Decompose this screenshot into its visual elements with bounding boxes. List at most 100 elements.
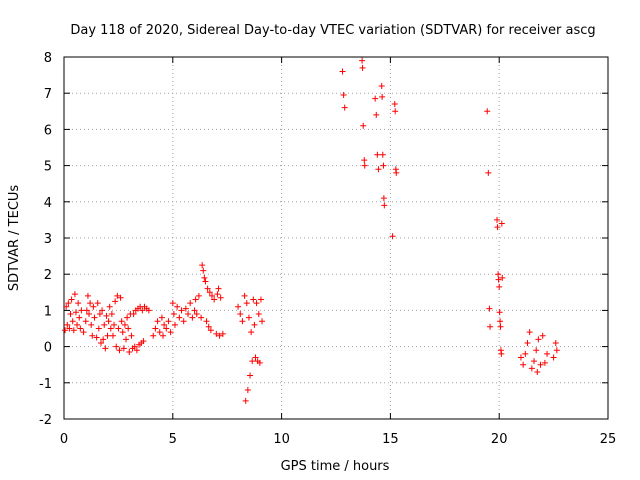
data-point — [380, 162, 387, 169]
data-point — [126, 349, 133, 356]
data-point — [237, 311, 244, 318]
data-point — [219, 330, 226, 337]
data-point — [494, 216, 501, 223]
data-point — [199, 262, 206, 269]
data-point — [160, 332, 167, 339]
data-point — [130, 311, 137, 318]
data-point — [121, 321, 128, 328]
data-point — [133, 347, 140, 354]
data-point — [239, 318, 246, 325]
data-point — [72, 309, 79, 316]
y-axis-label: SDTVAR / TECUs — [7, 185, 22, 292]
data-point — [191, 307, 198, 314]
data-point — [152, 325, 159, 332]
data-point — [124, 314, 131, 321]
data-point — [544, 350, 551, 357]
data-point — [253, 300, 260, 307]
data-point — [125, 325, 132, 332]
data-point — [161, 321, 168, 328]
x-axis-label: GPS time / hours — [281, 459, 390, 474]
data-point — [202, 278, 209, 285]
data-point — [106, 303, 113, 310]
data-point — [192, 296, 199, 303]
data-point — [66, 325, 73, 332]
data-point — [200, 267, 207, 274]
data-point — [242, 397, 249, 404]
data-point — [185, 311, 192, 318]
data-point — [131, 343, 138, 350]
data-point — [93, 334, 100, 341]
data-point — [88, 321, 95, 328]
data-point — [76, 314, 83, 321]
data-point — [139, 307, 146, 314]
axis-ticks: 0 5 10 15 20 25 -2 -1 0 1 2 3 4 5 6 7 8 — [39, 51, 616, 447]
data-point — [114, 292, 121, 299]
data-point — [115, 325, 122, 332]
data-point — [91, 314, 98, 321]
data-point — [104, 332, 111, 339]
data-point — [208, 292, 215, 299]
data-point — [182, 305, 189, 312]
data-point — [154, 318, 161, 325]
data-point — [522, 350, 529, 357]
data-point — [67, 311, 74, 318]
data-point — [170, 311, 177, 318]
data-point — [243, 300, 250, 307]
data-point — [378, 82, 385, 89]
data-point — [187, 300, 194, 307]
x-tick-label: 15 — [382, 432, 399, 447]
data-point — [69, 318, 76, 325]
y-tick-label: 2 — [44, 268, 52, 283]
data-point — [163, 325, 170, 332]
data-point — [340, 92, 347, 99]
data-point — [112, 298, 119, 305]
data-point — [244, 387, 251, 394]
data-point — [494, 224, 501, 231]
data-point — [118, 318, 125, 325]
data-point — [487, 323, 494, 330]
data-point — [96, 311, 103, 318]
data-point — [381, 202, 388, 209]
data-point — [178, 307, 185, 314]
data-point — [539, 332, 546, 339]
data-point — [241, 292, 248, 299]
data-point — [62, 327, 69, 334]
data-point — [517, 354, 524, 361]
data-point — [235, 303, 242, 310]
data-point — [496, 283, 503, 290]
data-point — [82, 318, 89, 325]
data-point — [117, 294, 124, 301]
grid-lines — [64, 57, 608, 419]
data-point — [99, 307, 106, 314]
data-point — [380, 195, 387, 202]
data-point — [533, 347, 540, 354]
data-point — [372, 95, 379, 102]
data-point — [205, 323, 212, 330]
data-point — [541, 359, 548, 366]
data-point — [198, 314, 205, 321]
y-tick-label: -2 — [39, 413, 52, 428]
data-point — [528, 365, 535, 372]
data-point — [359, 64, 366, 71]
data-point — [165, 318, 172, 325]
data-point — [211, 296, 218, 303]
data-point — [193, 311, 200, 318]
data-point — [361, 162, 368, 169]
data-point — [360, 122, 367, 129]
data-point — [203, 318, 210, 325]
data-point — [392, 108, 399, 115]
data-point — [215, 285, 222, 292]
data-point — [217, 294, 224, 301]
y-tick-label: 3 — [44, 232, 52, 247]
data-point — [78, 307, 85, 314]
data-point — [120, 345, 127, 352]
x-tick-label: 20 — [491, 432, 508, 447]
data-point — [537, 361, 544, 368]
data-point — [75, 300, 82, 307]
data-point — [495, 271, 502, 278]
data-point — [103, 312, 110, 319]
data-point — [247, 372, 254, 379]
data-point — [84, 292, 91, 299]
data-point — [213, 330, 220, 337]
data-point — [171, 321, 178, 328]
